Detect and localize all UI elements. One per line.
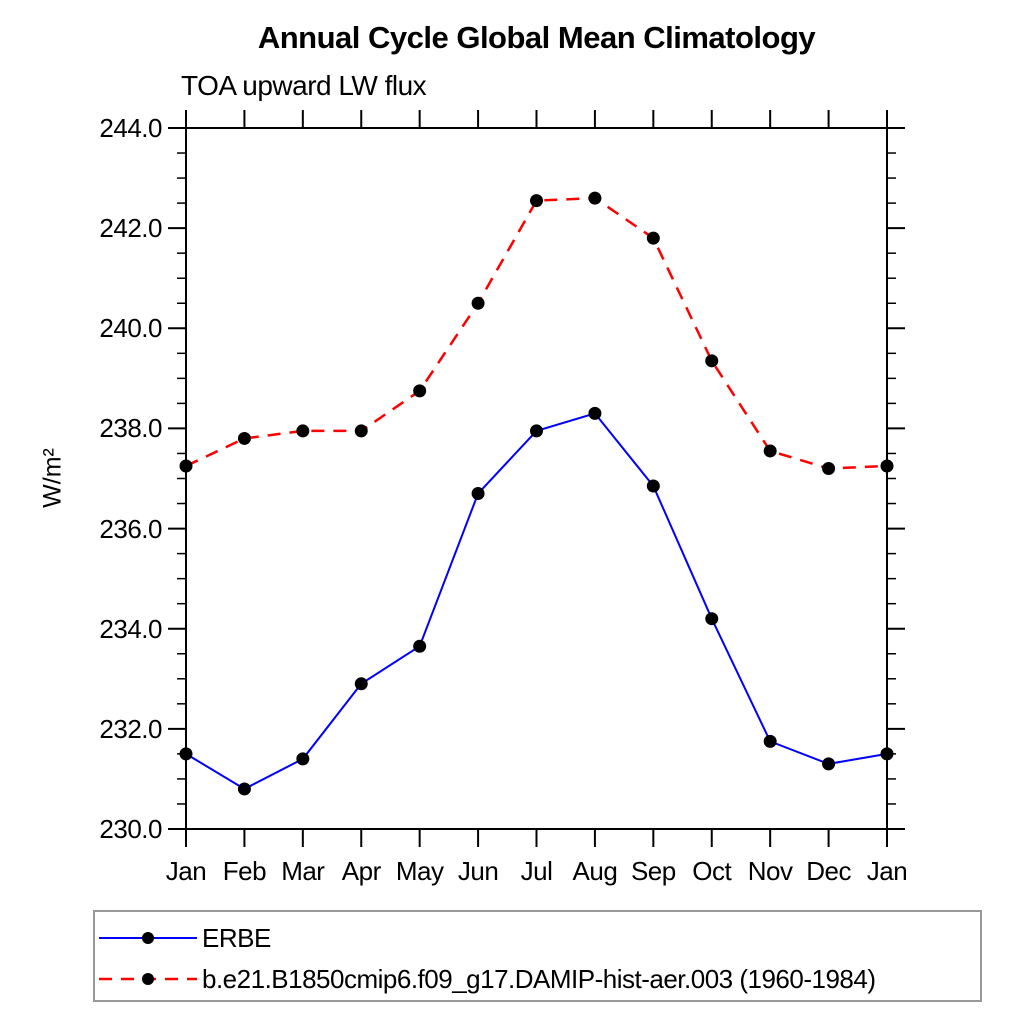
x-tick-label: Jul — [520, 856, 553, 886]
legend-marker — [142, 973, 154, 985]
data-point-marker — [763, 734, 777, 748]
data-point-marker — [822, 461, 836, 475]
data-point-marker — [471, 487, 485, 501]
data-point-marker — [588, 406, 602, 420]
data-point-marker — [880, 747, 894, 761]
y-tick-label: 236.0 — [99, 513, 162, 544]
data-point-marker — [179, 747, 193, 761]
y-tick-label: 238.0 — [99, 413, 162, 444]
legend-label: b.e21.B1850cmip6.f09_g17.DAMIP-hist-aer.… — [202, 964, 876, 994]
data-point-marker — [822, 757, 836, 771]
x-tick-label: Mar — [281, 856, 325, 886]
chart-title: Annual Cycle Global Mean Climatology — [257, 20, 816, 55]
y-tick-label: 242.0 — [99, 213, 162, 244]
data-point-marker — [179, 459, 193, 473]
legend: ERBE b.e21.B1850cmip6.f09_g17.DAMIP-hist-… — [93, 910, 982, 1002]
x-tick-label: Nov — [747, 856, 793, 886]
data-point-marker — [296, 752, 310, 766]
data-point-marker — [471, 296, 485, 310]
data-point-marker — [296, 424, 310, 438]
x-tick-label: Jun — [457, 856, 499, 886]
data-point-marker — [646, 231, 660, 245]
plot-frame — [185, 127, 888, 830]
data-point-marker — [530, 194, 543, 208]
legend-row: ERBE — [95, 918, 980, 958]
data-point-marker — [705, 612, 719, 626]
y-tick-label: 232.0 — [99, 713, 162, 744]
legend-label: ERBE — [202, 923, 271, 953]
x-tick-label: Sep — [630, 856, 676, 886]
data-point-marker — [413, 639, 427, 653]
x-tick-label: Jan — [866, 856, 908, 886]
y-tick-label: 240.0 — [99, 313, 162, 344]
legend-row: b.e21.B1850cmip6.f09_g17.DAMIP-hist-aer.… — [95, 959, 980, 999]
x-tick-label: Aug — [572, 856, 618, 886]
x-tick-label: Jan — [165, 856, 207, 886]
data-point-marker — [588, 191, 602, 205]
y-tick-label: 244.0 — [99, 113, 162, 143]
data-point-marker — [763, 444, 777, 458]
y-tick-label: 234.0 — [99, 613, 162, 644]
series-line-0 — [185, 412, 888, 791]
x-tick-label: Dec — [806, 856, 851, 886]
legend-line-sample — [99, 973, 197, 985]
x-tick-label: Apr — [341, 856, 381, 886]
x-tick-label: Feb — [222, 856, 267, 886]
data-point-marker — [705, 354, 719, 368]
data-point-marker — [880, 459, 894, 473]
data-point-marker — [413, 384, 427, 398]
data-point-marker — [354, 677, 368, 691]
chart-subtitle: TOA upward LW flux — [181, 70, 427, 101]
data-point-marker — [237, 782, 251, 796]
legend-marker — [142, 932, 154, 944]
data-point-marker — [530, 424, 543, 438]
data-point-marker — [354, 424, 368, 438]
legend-line-sample — [99, 932, 197, 944]
data-point-marker — [237, 431, 251, 445]
data-point-marker — [646, 479, 660, 493]
x-tick-label: May — [395, 856, 444, 886]
y-tick-label: 230.0 — [99, 814, 162, 844]
x-tick-label: Oct — [692, 856, 732, 886]
